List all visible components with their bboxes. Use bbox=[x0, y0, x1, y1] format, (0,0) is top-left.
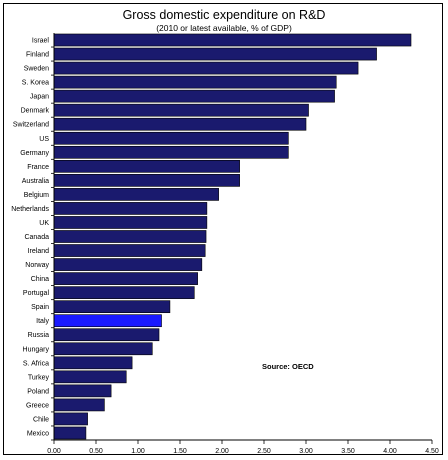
bar-denmark bbox=[53, 103, 309, 117]
bar-mexico bbox=[53, 426, 87, 440]
bar-france bbox=[53, 159, 240, 173]
category-label: Russia bbox=[28, 332, 50, 339]
x-tick-label: 4.00 bbox=[383, 448, 397, 455]
chart-title: Gross domestic expenditure on R&D bbox=[122, 8, 326, 22]
category-label: France bbox=[27, 164, 49, 171]
bar-germany bbox=[53, 145, 289, 159]
category-label: Germany bbox=[20, 150, 49, 157]
category-label: Portugal bbox=[23, 290, 50, 297]
bar-uk bbox=[53, 216, 208, 229]
bar-sweden bbox=[53, 61, 359, 75]
category-label: China bbox=[31, 276, 49, 283]
x-tick-label: 1.50 bbox=[173, 448, 187, 455]
category-label: Japan bbox=[30, 94, 49, 101]
category-label: Norway bbox=[25, 262, 49, 269]
bar-hungary bbox=[53, 342, 153, 356]
chart-subtitle: (2010 or latest available, % of GDP) bbox=[156, 23, 292, 33]
category-label: Chile bbox=[33, 416, 49, 423]
bar-netherlands bbox=[53, 202, 208, 215]
category-label: Denmark bbox=[21, 108, 50, 115]
bar-greece bbox=[53, 398, 105, 412]
bar-israel bbox=[53, 33, 412, 47]
bar-us bbox=[53, 131, 289, 145]
bar-australia bbox=[53, 174, 240, 187]
bar-russia bbox=[53, 328, 160, 342]
category-label: Sweden bbox=[24, 66, 49, 73]
bar-poland bbox=[53, 384, 112, 398]
bar-norway bbox=[53, 258, 203, 271]
bar-finland bbox=[53, 47, 377, 61]
category-label: Belgium bbox=[24, 192, 49, 199]
bar-s-korea bbox=[53, 75, 337, 89]
x-tick-label: 3.00 bbox=[299, 448, 313, 455]
x-tick-label: 2.00 bbox=[215, 448, 229, 455]
bar-switzerland bbox=[53, 117, 307, 131]
category-label: Hungary bbox=[23, 346, 50, 353]
bar-italy bbox=[53, 314, 162, 328]
x-tick-label: 2.50 bbox=[257, 448, 271, 455]
x-tick-label: 1.00 bbox=[131, 448, 145, 455]
category-label: Greece bbox=[26, 402, 49, 409]
bar-japan bbox=[53, 89, 335, 103]
x-tick-label: 0.50 bbox=[89, 448, 103, 455]
category-label: Poland bbox=[27, 388, 49, 395]
category-label: Finland bbox=[26, 52, 49, 59]
category-label: Israel bbox=[32, 38, 50, 45]
x-tick-label: 0.00 bbox=[47, 448, 61, 455]
category-label: Italy bbox=[36, 318, 49, 325]
bar-ireland bbox=[53, 244, 206, 257]
bar-belgium bbox=[53, 188, 219, 201]
category-label: Turkey bbox=[28, 374, 50, 381]
bar-canada bbox=[53, 230, 207, 243]
category-label: Netherlands bbox=[11, 206, 49, 213]
category-label: Mexico bbox=[27, 430, 49, 437]
bar-portugal bbox=[53, 286, 195, 299]
bar-s-africa bbox=[53, 356, 133, 370]
bar-chile bbox=[53, 412, 88, 426]
category-label: US bbox=[39, 136, 49, 143]
bar-spain bbox=[53, 300, 171, 314]
bar-china bbox=[53, 272, 198, 285]
category-label: UK bbox=[39, 220, 49, 227]
category-label: Ireland bbox=[28, 248, 50, 255]
bar-turkey bbox=[53, 370, 127, 384]
category-label: Switzerland bbox=[13, 122, 49, 129]
category-label: S. Korea bbox=[22, 80, 49, 87]
category-label: Spain bbox=[31, 304, 49, 311]
category-label: S. Africa bbox=[23, 360, 49, 367]
category-label: Australia bbox=[22, 178, 49, 185]
source-annotation: Source: OECD bbox=[262, 362, 314, 371]
x-tick-label: 4.50 bbox=[425, 448, 439, 455]
category-label: Canada bbox=[24, 234, 49, 241]
x-tick-label: 3.50 bbox=[341, 448, 355, 455]
